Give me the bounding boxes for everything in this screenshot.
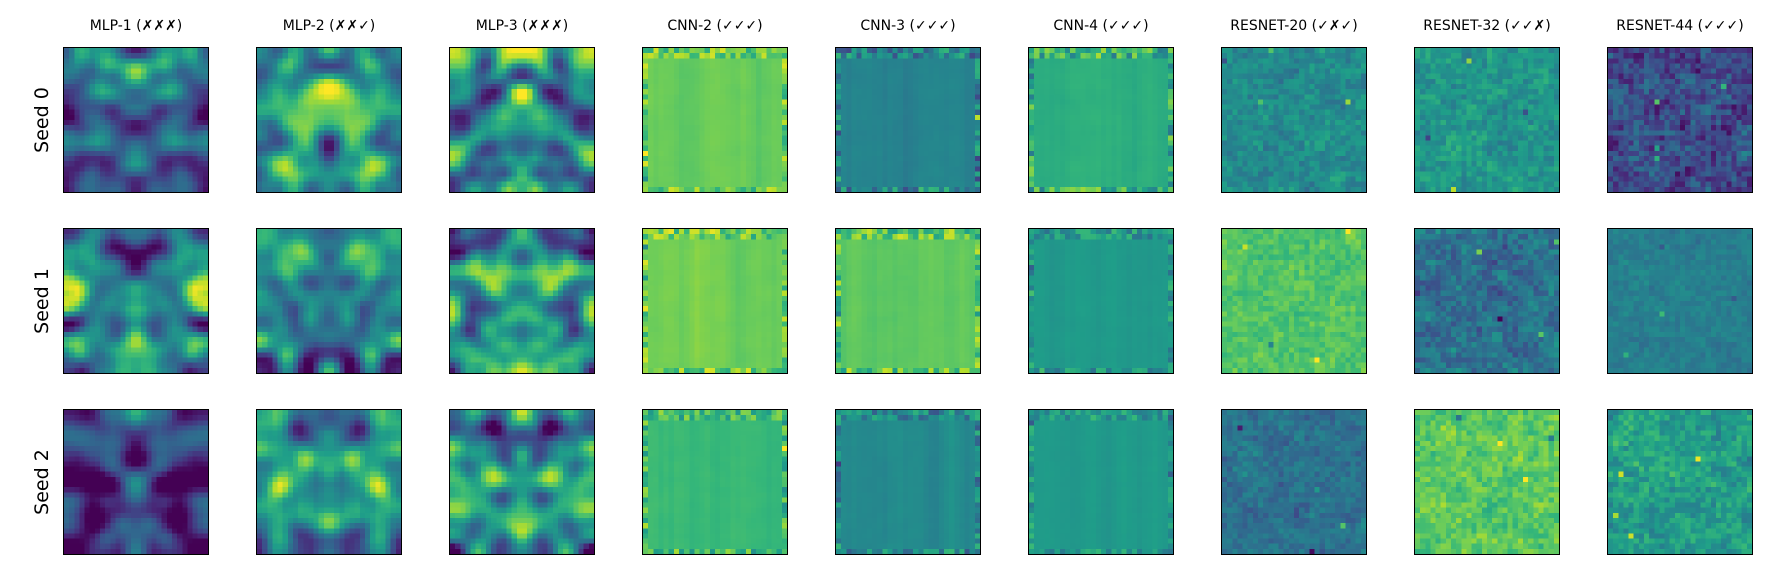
column-title: RESNET-20 (✓✗✓) [1230,18,1358,34]
heatmap-image [1029,410,1173,554]
heatmap-panel [1607,228,1753,374]
heatmap-panel [449,409,595,555]
heatmap-image [836,48,980,192]
heatmap-image [1415,48,1559,192]
heatmap-panel [1221,409,1367,555]
heatmap-panel [1607,47,1753,193]
heatmap-panel [835,409,981,555]
heatmap-image [836,410,980,554]
heatmap-panel [449,228,595,374]
heatmap-panel [449,47,595,193]
column-title: RESNET-44 (✓✓✓) [1616,18,1744,34]
heatmap-image [257,410,401,554]
heatmap-panel [1607,409,1753,555]
row-label-text: Seed 1 [31,268,54,334]
heatmap-image [1222,229,1366,373]
heatmap-image [1222,410,1366,554]
column-title: CNN-4 (✓✓✓) [1053,18,1149,34]
heatmap-panel [1028,228,1174,374]
heatmap-panel [1414,409,1560,555]
heatmap-panel [1414,228,1560,374]
heatmap-panel [1221,47,1367,193]
column-title: RESNET-32 (✓✓✗) [1423,18,1551,34]
row-label-text: Seed 2 [31,449,54,515]
row-label: Seed 2 [30,409,54,555]
heatmap-image [1415,229,1559,373]
heatmap-image [643,229,787,373]
column-title: MLP-1 (✗✗✗) [89,18,183,34]
heatmap-panel [1414,47,1560,193]
heatmap-image [1415,410,1559,554]
heatmap-panel [63,47,209,193]
column-title: CNN-3 (✓✓✓) [860,18,956,34]
column-title: MLP-2 (✗✗✓) [282,18,376,34]
row-label: Seed 1 [30,228,54,374]
heatmap-image [1608,229,1752,373]
heatmap-panel [1028,47,1174,193]
heatmap-image [450,229,594,373]
heatmap-image [1608,48,1752,192]
heatmap-image [257,229,401,373]
heatmap-image [64,410,208,554]
heatmap-panel [835,47,981,193]
heatmap-image [643,48,787,192]
heatmap-image [1608,410,1752,554]
heatmap-panel [642,409,788,555]
row-label-text: Seed 0 [31,87,54,153]
heatmap-image [1029,229,1173,373]
heatmap-panel [256,47,402,193]
heatmap-panel [1028,409,1174,555]
heatmap-image [836,229,980,373]
heatmap-panel [642,228,788,374]
heatmap-panel [835,228,981,374]
heatmap-panel [63,228,209,374]
heatmap-image [64,229,208,373]
heatmap-image [257,48,401,192]
heatmap-image [450,410,594,554]
heatmap-panel [642,47,788,193]
heatmap-image [64,48,208,192]
column-title: MLP-3 (✗✗✗) [475,18,569,34]
heatmap-panel [256,409,402,555]
heatmap-image [1222,48,1366,192]
heatmap-panel [63,409,209,555]
heatmap-panel [256,228,402,374]
heatmap-panel [1221,228,1367,374]
heatmap-image [450,48,594,192]
column-title: CNN-2 (✓✓✓) [667,18,763,34]
heatmap-image [1029,48,1173,192]
row-label: Seed 0 [30,47,54,193]
heatmap-image [643,410,787,554]
